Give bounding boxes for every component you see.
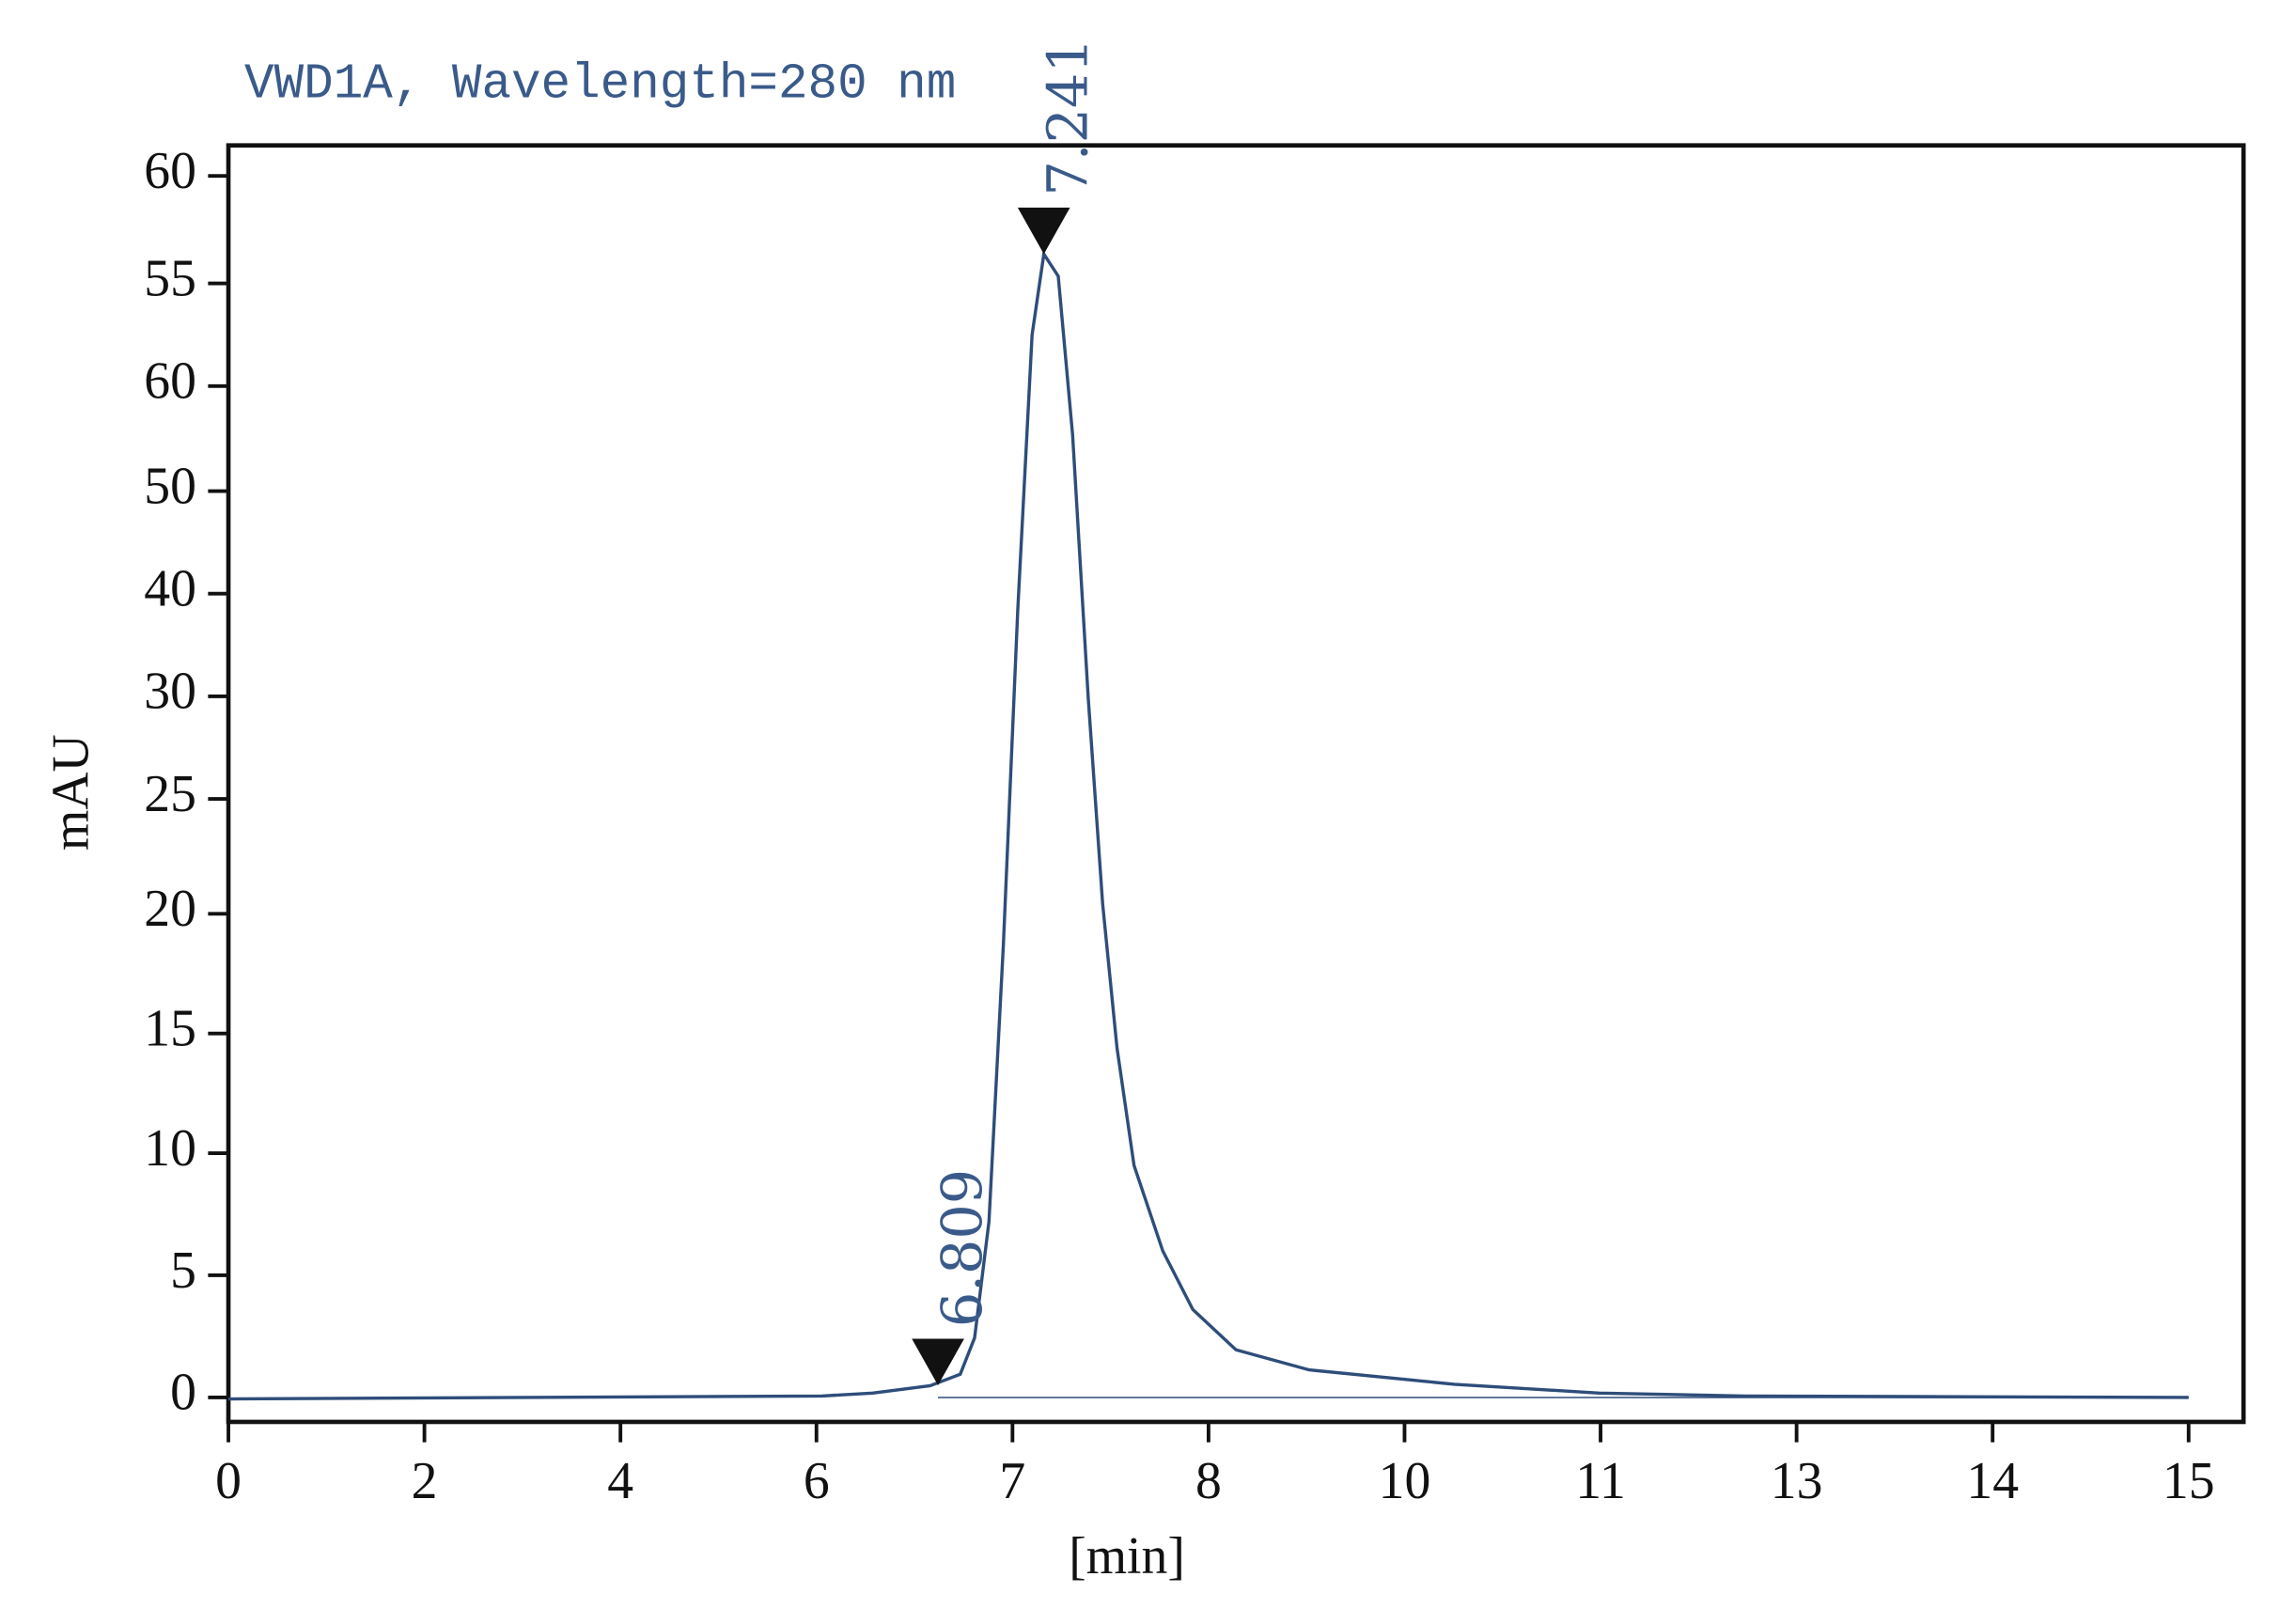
plot-frame bbox=[226, 143, 2246, 1425]
y-tick-label: 40 bbox=[144, 559, 196, 617]
peak-label: 7.241 bbox=[1036, 38, 1101, 195]
y-tick-label: 55 bbox=[144, 249, 196, 307]
y-tick-label: 10 bbox=[144, 1119, 196, 1178]
x-tick-label: 14 bbox=[1966, 1452, 2019, 1510]
x-tick-label: 7 bbox=[999, 1452, 1025, 1510]
chart-title: VWD1A, Wavelength=280 nm bbox=[244, 56, 956, 113]
x-tick-label: 4 bbox=[607, 1452, 633, 1510]
y-tick-label: 30 bbox=[144, 663, 196, 721]
y-tick-label: 20 bbox=[144, 880, 196, 938]
x-tick-label: 0 bbox=[215, 1452, 242, 1510]
peak-marker bbox=[1017, 207, 1070, 255]
x-tick-label: 10 bbox=[1379, 1452, 1431, 1510]
y-tick-label: 5 bbox=[170, 1241, 196, 1300]
x-tick-label: 2 bbox=[412, 1452, 438, 1510]
x-tick-label: 8 bbox=[1195, 1452, 1222, 1510]
y-tick-label: 15 bbox=[144, 999, 196, 1057]
y-tick-label: 60 bbox=[144, 142, 196, 200]
y-tick-label: 60 bbox=[144, 352, 196, 411]
x-tick-label: 6 bbox=[804, 1452, 830, 1510]
x-tick-label: 13 bbox=[1771, 1452, 1823, 1510]
x-tick-label: 11 bbox=[1575, 1452, 1626, 1510]
peak-marker bbox=[912, 1338, 964, 1385]
peak-label: 6.809 bbox=[929, 1169, 994, 1327]
x-axis-label: [min] bbox=[1069, 1527, 1185, 1585]
y-tick-label: 25 bbox=[144, 765, 196, 823]
x-tick-label: 15 bbox=[2163, 1452, 2215, 1510]
y-tick-label: 50 bbox=[144, 457, 196, 515]
y-axis-label: mAU bbox=[41, 734, 100, 851]
y-tick-label: 0 bbox=[170, 1364, 196, 1422]
chromatogram-line bbox=[228, 249, 2189, 1401]
